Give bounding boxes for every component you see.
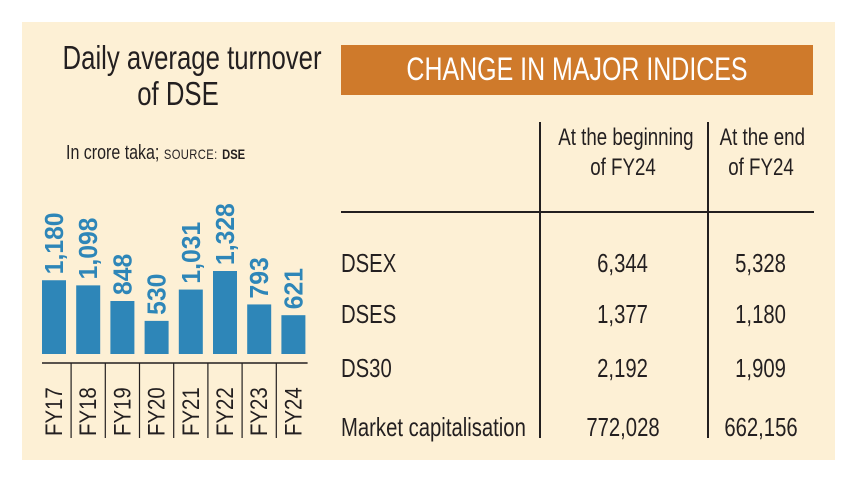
chart-subtitle: In crore taka; SOURCE: DSE	[66, 142, 245, 165]
value-end: 1,180	[735, 299, 787, 329]
infographic-card	[22, 22, 835, 460]
source-value: DSE	[222, 146, 246, 162]
category-label: FY18	[75, 387, 102, 436]
value-begin: 6,344	[597, 248, 649, 278]
header-divider	[341, 211, 814, 213]
chart-title-line: Daily average turnover	[62, 39, 322, 76]
table-row-dsex: DSEX 6,344 5,328	[0, 243, 857, 283]
column-header-line: At the beginning	[558, 124, 694, 151]
value-label: 1,031	[177, 222, 206, 284]
column-divider	[539, 122, 541, 438]
column-header-end: At the end of FY24	[708, 123, 814, 183]
category-label: FY23	[246, 387, 273, 436]
value-label: 793	[246, 257, 275, 298]
value-begin: 1,377	[597, 299, 649, 329]
value-label: 848	[109, 254, 138, 295]
value-label: 1,328	[211, 203, 240, 265]
category-label: FY20	[143, 387, 170, 436]
category-label: FY22	[211, 387, 238, 436]
value-label: 621	[280, 268, 309, 309]
bar-fy18	[76, 285, 101, 354]
table-title-bar: CHANGE IN MAJOR INDICES	[341, 45, 813, 95]
row-label: DSES	[341, 299, 397, 329]
category-label: FY17	[40, 387, 67, 436]
value-end: 662,156	[724, 412, 798, 442]
table-row-ds30: DS30 2,192 1,909	[0, 348, 857, 388]
bar-fy22	[213, 271, 237, 354]
chart-title: Daily average turnover of DSE	[30, 40, 326, 112]
row-label: Market capitalisation	[341, 412, 526, 442]
column-divider	[707, 122, 709, 438]
bar-fy17	[42, 280, 66, 354]
value-begin: 772,028	[586, 412, 660, 442]
chart-title-line: of DSE	[137, 75, 219, 112]
bar-fy19	[110, 301, 135, 354]
bar-fy24	[281, 315, 306, 354]
column-header-begin: At the beginning of FY24	[540, 123, 706, 183]
column-header-line: of FY24	[728, 154, 794, 181]
bar-fy23	[247, 304, 272, 354]
column-header-line: of FY24	[590, 154, 656, 181]
value-end: 1,909	[735, 353, 787, 383]
bar-fy21	[178, 289, 203, 354]
chart-unit-note: In crore taka;	[66, 142, 160, 164]
column-header-line: At the end	[719, 124, 806, 151]
value-label: 530	[143, 274, 172, 315]
value-end: 5,328	[735, 248, 787, 278]
row-label: DS30	[341, 353, 392, 383]
bar-fy20	[144, 320, 169, 354]
table-row-dses: DSES 1,377 1,180	[0, 294, 857, 334]
value-label: 1,098	[75, 218, 104, 280]
category-label: FY21	[177, 387, 204, 436]
value-begin: 2,192	[597, 353, 649, 383]
value-label: 1,180	[40, 212, 69, 274]
source-label: SOURCE:	[163, 146, 218, 162]
category-label: FY19	[109, 387, 136, 436]
row-label: DSEX	[341, 248, 397, 278]
table-title: CHANGE IN MAJOR INDICES	[406, 51, 748, 87]
category-label: FY24	[280, 387, 307, 436]
table-row-market-capitalisation: Market capitalisation 772,028 662,156	[0, 407, 857, 447]
